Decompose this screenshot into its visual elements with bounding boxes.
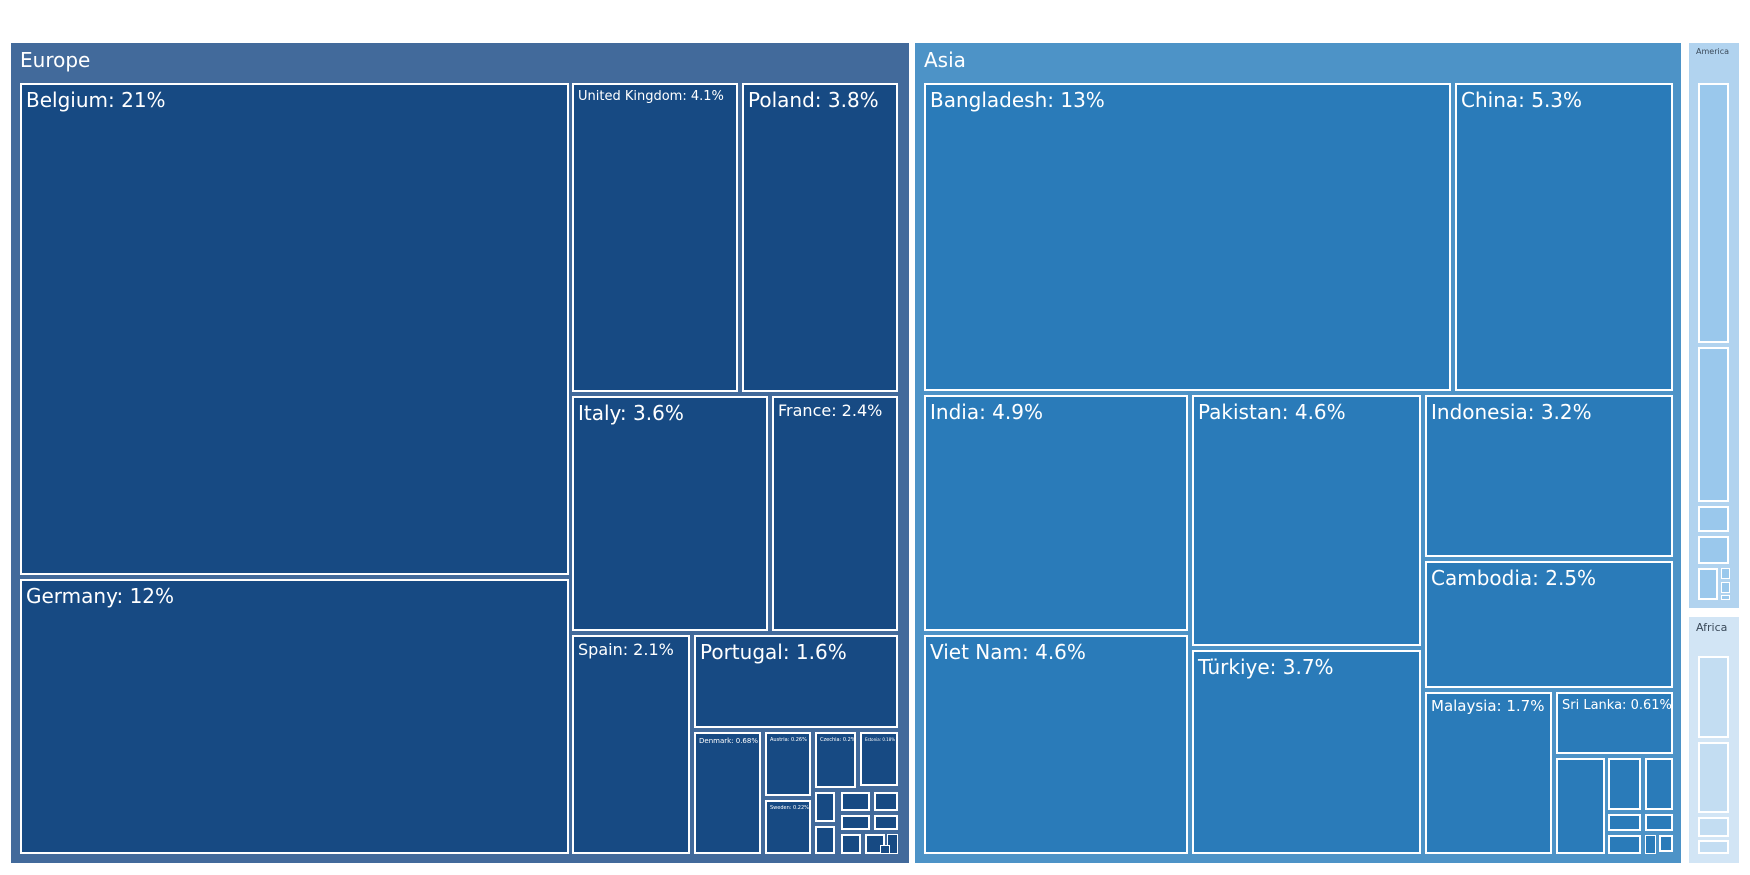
- treemap-cell[interactable]: Malaysia: 1.7%: [1425, 692, 1552, 854]
- treemap-cell-small[interactable]: [1608, 758, 1641, 810]
- treemap-cell[interactable]: Estonia: 0.18%: [860, 732, 898, 786]
- treemap-cell-label: Germany: 12%: [26, 584, 175, 608]
- treemap-cell-label: Türkiye: 3.7%: [1198, 655, 1334, 679]
- treemap-cell-label: Poland: 3.8%: [748, 88, 879, 112]
- treemap-cell[interactable]: Poland: 3.8%: [742, 83, 898, 392]
- treemap-cell-small[interactable]: [1698, 656, 1729, 738]
- treemap-cell[interactable]: Germany: 12%: [20, 579, 569, 854]
- treemap-cell-small[interactable]: [1698, 840, 1729, 854]
- treemap-cell-small[interactable]: [1698, 568, 1718, 600]
- treemap-cell-small[interactable]: [1698, 83, 1729, 343]
- treemap-cell-label: Estonia: 0.18%: [865, 737, 896, 742]
- treemap-cell-small[interactable]: [1645, 758, 1673, 810]
- region-label: Europe: [20, 48, 91, 72]
- treemap-cell-small[interactable]: [1556, 758, 1605, 854]
- treemap-cell-label: Italy: 3.6%: [578, 401, 684, 425]
- treemap-cell-label: Denmark: 0.68%: [699, 737, 758, 745]
- treemap-cell-small[interactable]: [1645, 814, 1673, 831]
- treemap-cell-small[interactable]: [1721, 568, 1730, 579]
- treemap-cell[interactable]: Bangladesh: 13%: [924, 83, 1451, 391]
- treemap-cell-small[interactable]: [1608, 835, 1641, 854]
- treemap-cell-small[interactable]: [1659, 835, 1673, 852]
- treemap-cell-small[interactable]: [815, 792, 835, 822]
- treemap-cell-label: China: 5.3%: [1461, 88, 1583, 112]
- treemap-cell[interactable]: Czechia: 0.2%: [815, 732, 856, 788]
- treemap-cell-small[interactable]: [1645, 835, 1656, 854]
- treemap-cell-label: Austria: 0.26%: [770, 737, 807, 743]
- treemap-cell[interactable]: Sweden: 0.22%: [765, 800, 811, 854]
- treemap-cell-label: France: 2.4%: [778, 401, 883, 420]
- treemap-cell[interactable]: Pakistan: 4.6%: [1192, 395, 1421, 646]
- treemap-cell-small[interactable]: [841, 815, 870, 830]
- treemap-cell[interactable]: Denmark: 0.68%: [694, 732, 761, 854]
- treemap-cell-small[interactable]: [1698, 536, 1729, 564]
- treemap-cell[interactable]: India: 4.9%: [924, 395, 1188, 631]
- treemap-cell[interactable]: Viet Nam: 4.6%: [924, 635, 1188, 854]
- region-label: Africa: [1696, 621, 1728, 634]
- treemap-cell-label: Viet Nam: 4.6%: [930, 640, 1086, 664]
- treemap-cell-label: Bangladesh: 13%: [930, 88, 1105, 112]
- treemap-cell[interactable]: Portugal: 1.6%: [694, 635, 898, 728]
- treemap-cell[interactable]: Spain: 2.1%: [572, 635, 690, 854]
- treemap-cell-small[interactable]: [815, 826, 835, 854]
- treemap-cell-label: Malaysia: 1.7%: [1431, 697, 1545, 715]
- treemap-cell[interactable]: Sri Lanka: 0.61%: [1556, 692, 1673, 754]
- treemap-cell-small[interactable]: [1698, 742, 1729, 813]
- treemap-cell[interactable]: Belgium: 21%: [20, 83, 569, 575]
- treemap-cell-small[interactable]: [841, 792, 870, 811]
- treemap-cell[interactable]: Indonesia: 3.2%: [1425, 395, 1673, 557]
- treemap-cell-small[interactable]: [874, 815, 898, 830]
- treemap-cell-label: Belgium: 21%: [26, 88, 166, 112]
- region-label: Asia: [924, 48, 966, 72]
- treemap-cell-small[interactable]: [841, 834, 861, 854]
- treemap-cell[interactable]: France: 2.4%: [772, 396, 898, 631]
- treemap-cell[interactable]: Austria: 0.26%: [765, 732, 811, 796]
- treemap-cell-label: Sweden: 0.22%: [770, 805, 809, 811]
- treemap-cell-small[interactable]: [1721, 595, 1730, 600]
- treemap-cell-label: Indonesia: 3.2%: [1431, 400, 1592, 424]
- treemap-cell-small[interactable]: [1608, 814, 1641, 831]
- treemap-cell-small[interactable]: [880, 845, 890, 854]
- treemap-cell-label: Portugal: 1.6%: [700, 640, 847, 664]
- treemap-cell[interactable]: China: 5.3%: [1455, 83, 1673, 391]
- treemap-cell-small[interactable]: [887, 834, 898, 854]
- treemap-cell-label: Spain: 2.1%: [578, 640, 674, 659]
- treemap-cell-small[interactable]: [1698, 347, 1729, 502]
- treemap-cell-label: Czechia: 0.2%: [820, 737, 856, 743]
- treemap-cell-label: Sri Lanka: 0.61%: [1562, 698, 1672, 713]
- treemap-cell-small[interactable]: [874, 792, 898, 811]
- treemap-cell-small[interactable]: [1698, 506, 1729, 532]
- treemap-cell[interactable]: Türkiye: 3.7%: [1192, 650, 1421, 854]
- treemap-cell-small[interactable]: [1698, 817, 1729, 837]
- region-label: America: [1696, 47, 1729, 56]
- treemap-cell[interactable]: Italy: 3.6%: [572, 396, 768, 631]
- treemap-cell-label: United Kingdom: 4.1%: [578, 89, 724, 104]
- treemap-cell[interactable]: United Kingdom: 4.1%: [572, 83, 738, 392]
- treemap-cell-label: India: 4.9%: [930, 400, 1043, 424]
- treemap-cell-small[interactable]: [1721, 582, 1730, 593]
- treemap-cell[interactable]: Cambodia: 2.5%: [1425, 561, 1673, 688]
- treemap-cell-label: Pakistan: 4.6%: [1198, 400, 1346, 424]
- treemap-cell-label: Cambodia: 2.5%: [1431, 566, 1597, 590]
